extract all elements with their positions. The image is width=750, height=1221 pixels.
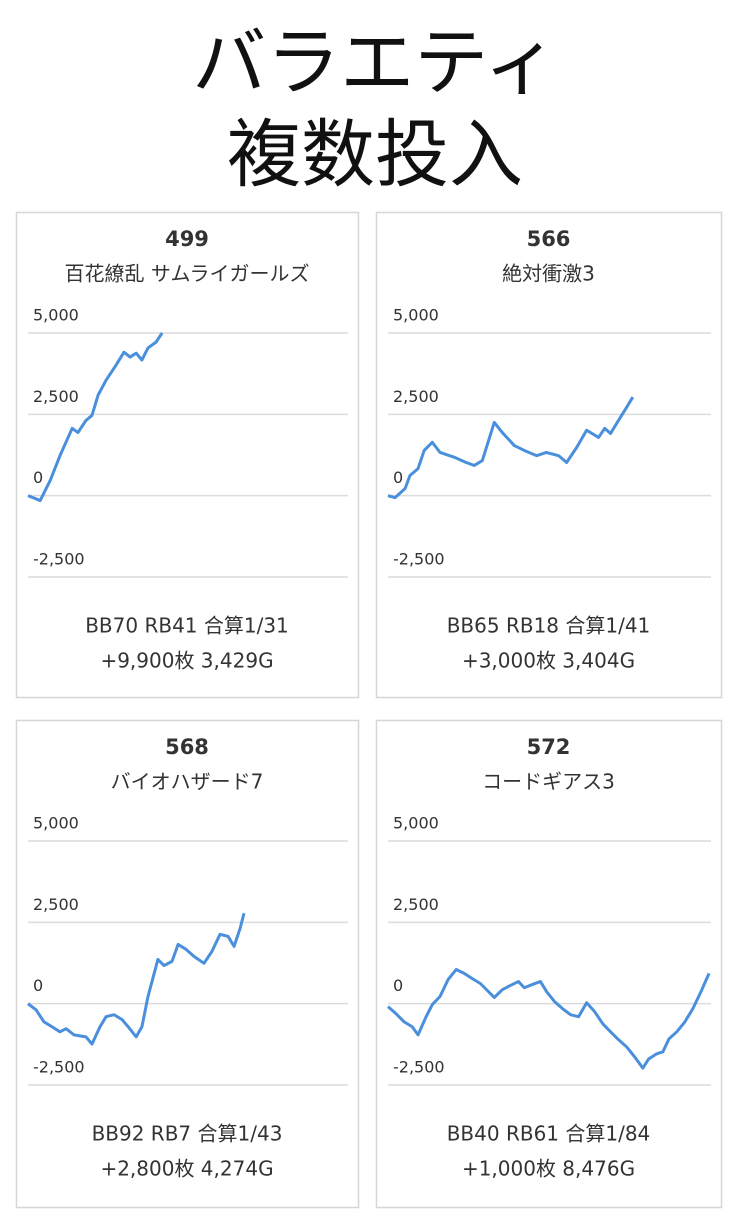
stats-text: +1,000枚 8,476G bbox=[462, 1157, 635, 1181]
data-line bbox=[387, 396, 635, 500]
stats-text: BB70 RB41 合算1/31 bbox=[85, 614, 289, 638]
card bbox=[375, 211, 723, 699]
stats-text: +3,000枚 3,404G bbox=[462, 649, 635, 673]
y-tick-label: 5,000 bbox=[393, 814, 439, 833]
y-tick-label: 0 bbox=[393, 468, 403, 487]
y-tick-label: -2,500 bbox=[393, 550, 445, 569]
page-title: バラエティ bbox=[192, 20, 558, 106]
y-tick-label: 2,500 bbox=[33, 895, 79, 914]
y-tick-label: 5,000 bbox=[393, 306, 439, 325]
y-tick-label: 5,000 bbox=[33, 306, 79, 325]
stats-text: BB65 RB18 合算1/41 bbox=[447, 614, 651, 638]
y-tick-label: 5,000 bbox=[33, 814, 79, 833]
chart-title: 566 bbox=[527, 227, 571, 251]
y-tick-label: 2,500 bbox=[33, 387, 79, 406]
y-tick-label: -2,500 bbox=[393, 1058, 445, 1077]
chart-subtitle: バイオハザード7 bbox=[111, 770, 264, 794]
chart-subtitle: 百花繚乱 サムライガールズ bbox=[65, 262, 310, 286]
chart-title: 499 bbox=[165, 227, 209, 251]
y-tick-label: 2,500 bbox=[393, 895, 439, 914]
stats-text: +2,800枚 4,274G bbox=[100, 1157, 273, 1181]
y-tick-label: -2,500 bbox=[33, 1058, 85, 1077]
card bbox=[15, 211, 360, 699]
chart-subtitle: コードギアス3 bbox=[482, 770, 615, 794]
chart-subtitle: 絶対衝激3 bbox=[502, 262, 595, 286]
y-tick-label: 0 bbox=[393, 976, 403, 995]
stats-text: BB92 RB7 合算1/43 bbox=[92, 1122, 283, 1146]
data-line bbox=[387, 968, 711, 1070]
y-tick-label: 2,500 bbox=[393, 387, 439, 406]
chart-title: 572 bbox=[527, 735, 571, 759]
card bbox=[375, 719, 723, 1209]
chart-title: 568 bbox=[165, 735, 209, 759]
page-title: 複数投入 bbox=[227, 112, 523, 198]
y-tick-label: -2,500 bbox=[33, 550, 85, 569]
y-tick-label: 0 bbox=[33, 468, 43, 487]
stats-text: BB40 RB61 合算1/84 bbox=[447, 1122, 651, 1146]
stats-text: +9,900枚 3,429G bbox=[100, 649, 273, 673]
data-line bbox=[27, 332, 164, 503]
y-tick-label: 0 bbox=[33, 976, 43, 995]
data-line bbox=[27, 912, 246, 1046]
card bbox=[15, 719, 360, 1209]
